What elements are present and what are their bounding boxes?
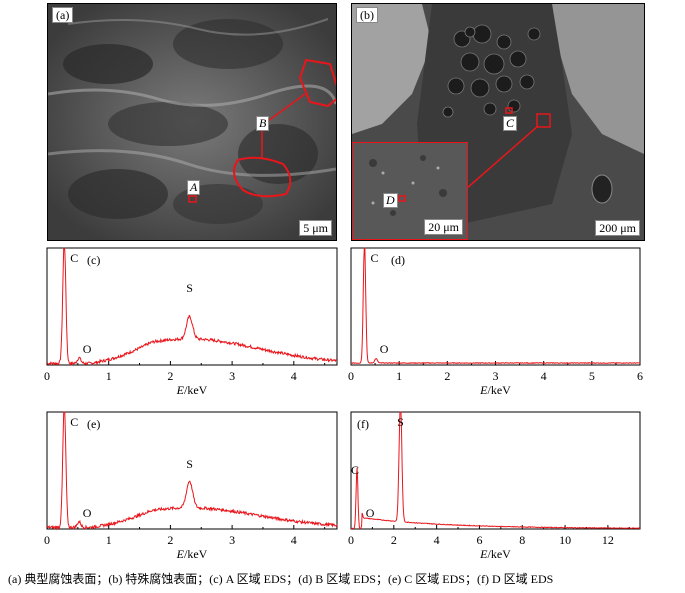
x-tick-label: 3 <box>229 533 235 547</box>
x-axis-label: E/keV <box>479 383 511 397</box>
sem-texture-a <box>48 4 336 240</box>
peak-label: O <box>366 506 375 520</box>
panel-label: (e) <box>87 417 100 431</box>
x-tick-label: 0 <box>348 369 354 383</box>
peak-label: O <box>83 342 92 356</box>
panel-label-b: (b) <box>356 7 378 23</box>
peak-label: O <box>380 342 389 356</box>
roi-label-a: A <box>187 180 201 195</box>
x-tick-label: 12 <box>602 533 614 547</box>
peak-label: S <box>186 281 193 295</box>
x-tick-label: 6 <box>637 369 643 383</box>
x-tick-label: 2 <box>167 369 173 383</box>
x-axis-label: E/keV <box>176 383 208 397</box>
eds-chart-e: 0 1 2 3 4 E/keV (e) C O S <box>44 411 338 561</box>
x-tick-label: 0 <box>44 533 50 547</box>
spectrum-line <box>350 247 641 365</box>
panel-label-a: (a) <box>52 7 74 23</box>
x-tick-label: 5 <box>589 369 595 383</box>
x-tick-label: 1 <box>106 533 112 547</box>
x-tick-label: 3 <box>229 369 235 383</box>
panel-label: (c) <box>87 253 100 267</box>
x-tick-label: 10 <box>559 533 571 547</box>
x-tick-label: 0 <box>348 533 354 547</box>
peak-label: S <box>397 415 404 429</box>
eds-chart-f: 0 2 4 6 8 10 12 E/keV (f) C O S <box>348 411 641 561</box>
scale-bar-inset: 20 μm <box>424 219 463 235</box>
x-tick-label: 0 <box>44 369 50 383</box>
roi-label-d: D <box>383 193 398 208</box>
x-tick-label: 2 <box>167 533 173 547</box>
x-tick-label: 1 <box>396 369 402 383</box>
eds-chart-c: 0 1 2 3 4 E/keV (c) C O S <box>44 247 338 397</box>
x-tick-label: 4 <box>541 369 547 383</box>
plot-frame <box>350 411 641 530</box>
peak-label: S <box>186 457 193 471</box>
roi-label-b: B <box>256 116 270 131</box>
scale-bar-a: 5 μm <box>299 220 332 236</box>
peak-label: C <box>370 251 378 265</box>
x-axis-label: E/keV <box>176 547 208 561</box>
x-tick-label: 4 <box>291 533 297 547</box>
scale-bar-b: 200 μm <box>595 220 640 236</box>
panel-label: (d) <box>391 253 405 267</box>
x-tick-label: 1 <box>106 369 112 383</box>
spectrum-line <box>350 411 641 530</box>
plot-frame <box>46 411 338 530</box>
x-tick-label: 4 <box>291 369 297 383</box>
peak-label: O <box>83 506 92 520</box>
x-tick-label: 2 <box>391 533 397 547</box>
sem-inset-b: D 20 μm <box>352 142 468 240</box>
sem-image-b: (b) C 200 μm D 20 μm <box>351 3 645 241</box>
x-axis-label: E/keV <box>479 547 511 561</box>
spectrum-line <box>46 247 338 367</box>
panel-label: (f) <box>357 417 369 431</box>
x-tick-label: 3 <box>493 369 499 383</box>
x-tick-label: 2 <box>444 369 450 383</box>
eds-chart-d: 0 1 2 3 4 5 6 E/keV (d) C O <box>348 247 643 397</box>
peak-label: C <box>351 463 359 477</box>
peak-label: C <box>70 415 78 429</box>
roi-label-c: C <box>503 116 518 131</box>
x-tick-label: 4 <box>434 533 440 547</box>
spectrum-line <box>46 411 338 531</box>
peak-label: C <box>70 251 78 265</box>
x-tick-label: 8 <box>519 533 525 547</box>
figure-caption: (a) 典型腐蚀表面；(b) 特殊腐蚀表面；(c) A 区域 EDS；(d) B… <box>8 572 554 586</box>
sem-image-a: (a) B A 5 μm <box>47 3 337 241</box>
plot-frame <box>46 247 338 366</box>
x-tick-label: 6 <box>476 533 482 547</box>
